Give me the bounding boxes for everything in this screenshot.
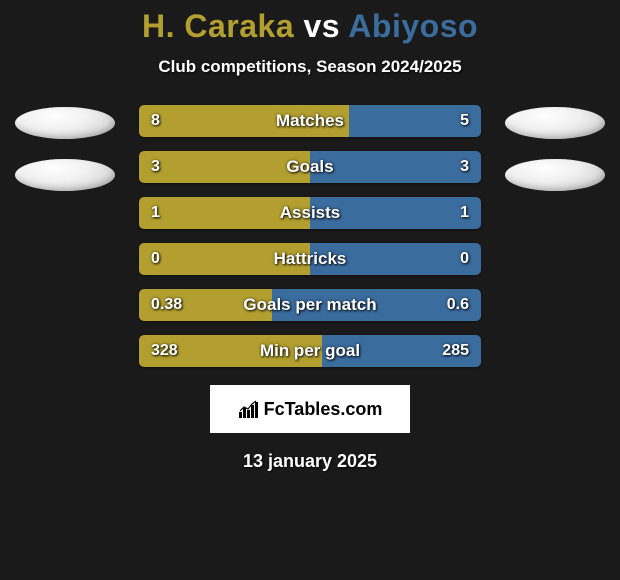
logo-text: FcTables.com	[264, 399, 383, 420]
stat-row: 0 0 Hattricks	[139, 243, 481, 275]
stat-label: Hattricks	[274, 249, 347, 269]
stat-bars: 8 5 Matches 3 3 Goals 1 1 Assists 0 0 Hattricks 0.38…	[139, 105, 481, 367]
bar-segment-right	[310, 151, 481, 183]
stat-label: Matches	[276, 111, 344, 131]
stat-label: Min per goal	[260, 341, 360, 361]
page-title: H. Caraka vs Abiyoso	[0, 8, 620, 45]
comparison-body: 8 5 Matches 3 3 Goals 1 1 Assists 0 0 Hattricks 0.38…	[0, 105, 620, 367]
subtitle: Club competitions, Season 2024/2025	[0, 57, 620, 77]
team-badge-placeholder	[505, 159, 605, 191]
team-badge-placeholder	[505, 107, 605, 139]
team-badge-placeholder	[15, 159, 115, 191]
stat-label: Goals	[286, 157, 333, 177]
stat-value-left: 328	[151, 342, 178, 360]
bar-segment-left	[139, 151, 310, 183]
player2-name: Abiyoso	[348, 8, 478, 44]
stat-value-right: 5	[460, 112, 469, 130]
stat-value-left: 0.38	[151, 296, 182, 314]
stat-row: 3 3 Goals	[139, 151, 481, 183]
logo-box: FcTables.com	[210, 385, 410, 433]
stat-row: 0.38 0.6 Goals per match	[139, 289, 481, 321]
stat-row: 1 1 Assists	[139, 197, 481, 229]
stat-value-right: 1	[460, 204, 469, 222]
stat-value-right: 0	[460, 250, 469, 268]
stat-row: 328 285 Min per goal	[139, 335, 481, 367]
stat-label: Goals per match	[243, 295, 376, 315]
stat-value-left: 8	[151, 112, 160, 130]
title-vs: vs	[304, 8, 341, 44]
stat-label: Assists	[280, 203, 340, 223]
comparison-infographic: H. Caraka vs Abiyoso Club competitions, …	[0, 0, 620, 472]
team-badge-placeholder	[15, 107, 115, 139]
stat-value-left: 0	[151, 250, 160, 268]
stat-value-left: 3	[151, 158, 160, 176]
stat-row: 8 5 Matches	[139, 105, 481, 137]
player1-name: H. Caraka	[142, 8, 294, 44]
date-label: 13 january 2025	[0, 451, 620, 472]
stat-value-right: 285	[442, 342, 469, 360]
stat-value-right: 0.6	[447, 296, 469, 314]
stat-value-left: 1	[151, 204, 160, 222]
bar-chart-icon	[238, 400, 260, 418]
stat-value-right: 3	[460, 158, 469, 176]
left-badges	[15, 105, 115, 191]
right-badges	[505, 105, 605, 191]
